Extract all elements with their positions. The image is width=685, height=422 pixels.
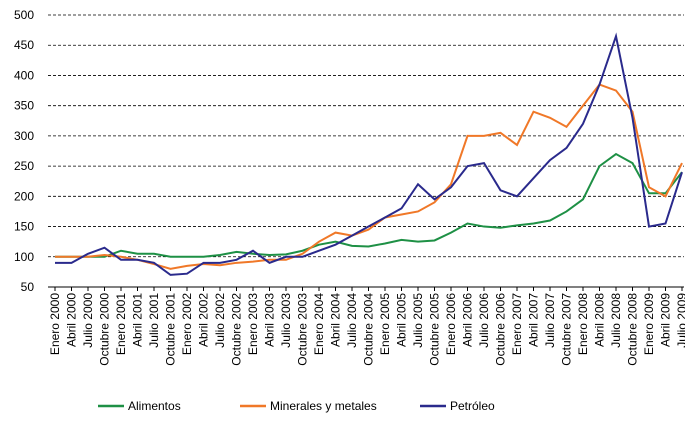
y-tick-label: 450 [14,38,34,52]
x-tick-label: Abril 2004 [329,293,343,347]
y-tick-label: 300 [14,129,34,143]
x-tick-label: Enero 2009 [642,293,656,355]
x-tick-label: Julio 2008 [609,293,623,348]
series-line [55,32,683,276]
x-tick-label: Enero 2003 [246,293,260,355]
x-tick-label: Abril 2008 [593,293,607,347]
x-tick-label: Julio 2003 [279,293,293,348]
x-tick-label: Octubre 2002 [230,293,244,366]
x-tick-label: Julio 2002 [213,293,227,348]
x-tick-label: Abril 2002 [197,293,211,347]
x-tick-label: Enero 2007 [510,293,524,355]
x-tick-label: Julio 2006 [477,293,491,348]
x-tick-label: Enero 2006 [444,293,458,355]
x-tick-label: Abril 2005 [395,293,409,347]
x-tick-label: Enero 2001 [114,293,128,355]
y-tick-label: 400 [14,68,34,82]
x-tick-label: Enero 2000 [48,293,62,355]
x-tick-label: Abril 2006 [461,293,475,347]
x-tick-label: Abril 2007 [527,293,541,347]
x-tick-label: Octubre 2004 [362,293,376,366]
x-tick-label: Julio 2004 [345,293,359,348]
y-tick-label: 50 [21,280,35,294]
x-tick-label: Octubre 2008 [626,293,640,366]
x-tick-label: Julio 2005 [411,293,425,348]
legend-label: Minerales y metales [270,399,377,413]
x-tick-label: Julio 2001 [147,293,161,348]
legend-label: Alimentos [128,399,181,413]
legend-label: Petróleo [450,399,495,413]
x-tick-label: Octubre 2005 [428,293,442,366]
x-tick-label: Enero 2008 [576,293,590,355]
y-tick-label: 250 [14,159,34,173]
x-tick-label: Julio 2000 [81,293,95,348]
y-tick-label: 500 [14,8,34,22]
x-tick-label: Octubre 2001 [164,293,178,366]
y-tick-label: 150 [14,220,34,234]
y-tick-label: 100 [14,250,34,264]
x-tick-label: Julio 2009 [675,293,685,348]
x-tick-label: Octubre 2000 [98,293,112,366]
x-tick-label: Abril 2001 [131,293,145,347]
x-tick-label: Octubre 2007 [560,293,574,366]
x-tick-label: Enero 2002 [180,293,194,355]
x-tick-label: Octubre 2006 [494,293,508,366]
x-tick-label: Abril 2003 [263,293,277,347]
y-tick-label: 350 [14,99,34,113]
y-tick-label: 200 [14,189,34,203]
x-tick-label: Enero 2004 [312,293,326,355]
x-tick-label: Abril 2009 [659,293,673,347]
x-tick-label: Octubre 2003 [296,293,310,366]
x-tick-label: Julio 2007 [543,293,557,348]
series-line [55,152,683,258]
x-tick-label: Abril 2000 [65,293,79,347]
x-tick-label: Enero 2005 [378,293,392,355]
